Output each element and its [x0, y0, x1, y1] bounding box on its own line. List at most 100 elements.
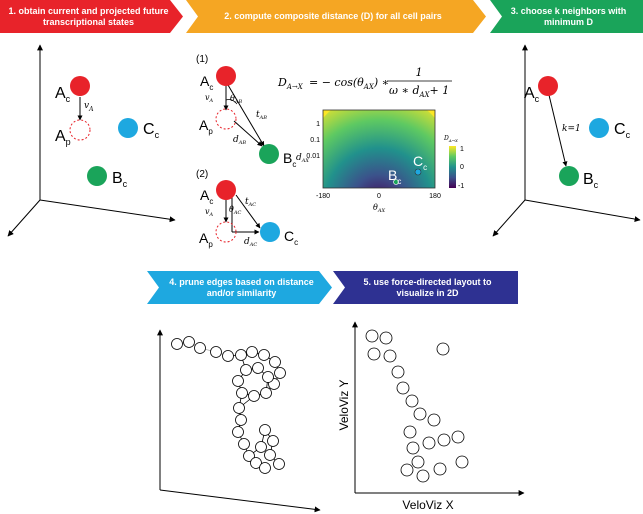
case1-cell-a-projected	[215, 108, 237, 130]
layout-node	[416, 469, 430, 483]
heatmap-point-b	[393, 179, 399, 185]
case2-label-t: tAC	[245, 197, 256, 208]
graph-node	[248, 390, 260, 402]
layout-node	[365, 329, 379, 343]
layout-node	[411, 455, 425, 469]
case2-label-velocity: vA	[205, 207, 214, 218]
step-3-text: 3. choose k neighbors with minimum D	[510, 5, 627, 27]
composite-distance-formula: DA→X = − cos(θAX) ∗ 1 ω ∗ dAX+ 1	[277, 66, 452, 99]
axis-x-1	[39, 199, 176, 223]
graph-node	[250, 457, 262, 469]
formula-lhs: DA→X	[277, 76, 304, 91]
label-velocity-1: vA	[84, 101, 94, 113]
heatmap-ylabel: dAX	[296, 153, 309, 164]
panel3-cell-b	[559, 166, 579, 186]
graph-node	[171, 338, 183, 350]
axis-z-1	[7, 199, 41, 237]
case-1-label: (1)	[196, 54, 208, 65]
graph-node	[273, 458, 285, 470]
transition-arrow-ac	[235, 194, 261, 229]
layout-node	[406, 441, 420, 455]
case-2-label: (2)	[196, 169, 208, 180]
graph-node	[240, 364, 252, 376]
case2-label-theta: θAC	[229, 205, 241, 216]
step-1-banner: 1. obtain current and projected future t…	[0, 0, 183, 33]
step-4-text: 4. prune edges based on distance and/or …	[169, 276, 314, 298]
case2-cell-c	[260, 222, 280, 242]
step-5-text: 5. use force-directed layout to visualiz…	[363, 276, 492, 298]
layout-nodes	[365, 329, 469, 483]
graph-node	[274, 367, 286, 379]
case2-label-a-projected: Ap	[199, 230, 213, 249]
case1-label-b: Bc	[283, 150, 296, 169]
distance-heatmap: Bc Cc 1 0.1 0.01 -180 0 180 θAX dAX DA→X…	[296, 109, 464, 214]
step-2-text: 2. compute composite distance (D) for al…	[224, 11, 442, 21]
heatmap-point-c	[414, 168, 422, 176]
layout-node	[367, 347, 381, 361]
heatmap-xtick-2: 180	[429, 193, 441, 200]
graph-node	[243, 450, 255, 462]
step-2-banner: 2. compute composite distance (D) for al…	[186, 0, 486, 33]
formula-middle: = − cos(θAX) ∗	[309, 76, 389, 91]
step-5-banner: 5. use force-directed layout to visualiz…	[333, 271, 518, 304]
heatmap-ytick-2: 0.01	[306, 153, 320, 160]
distance-arrow-ab	[233, 120, 263, 147]
colorbar-title: DA→X	[443, 135, 458, 143]
colorbar-tick-2: -1	[458, 183, 464, 190]
step-1-text: 1. obtain current and projected future t…	[8, 5, 169, 27]
axis-z-3	[492, 199, 526, 237]
panel3-label-c: Cc	[614, 121, 631, 140]
graph-node	[252, 362, 264, 374]
label-a-projected: Ap	[55, 128, 71, 147]
case1-label-d: dAB	[233, 135, 246, 146]
graph-node	[238, 438, 250, 450]
graph-node	[183, 336, 195, 348]
graph-node	[235, 349, 247, 361]
layout-node	[413, 407, 427, 421]
layout-node	[400, 463, 414, 477]
layout-node	[437, 433, 451, 447]
k-label: k=1	[562, 124, 581, 134]
heatmap-frame	[322, 109, 436, 189]
layout-xlabel: VeloViz X	[402, 498, 453, 512]
colorbar-tick-0: 1	[460, 146, 464, 153]
axis-x-4	[159, 489, 321, 513]
panel3-cell-a	[538, 76, 558, 96]
panel-5: VeloViz X VeloViz Y	[337, 321, 525, 512]
cell-a-current	[70, 76, 90, 96]
case2-cell-a-projected	[215, 221, 237, 243]
label-b: Bc	[112, 170, 128, 189]
cell-b	[87, 166, 107, 186]
graph-node	[246, 346, 258, 358]
case2-label-c: Cc	[284, 228, 298, 247]
graph-nodes	[171, 336, 286, 474]
heatmap-xtick-0: -180	[316, 193, 330, 200]
layout-node	[436, 342, 450, 356]
layout-node	[405, 394, 419, 408]
panel-3: Ac Cc Bc k=1	[492, 44, 641, 237]
cell-c	[118, 118, 138, 138]
graph-node	[194, 342, 206, 354]
graph-node	[255, 441, 267, 453]
heatmap-gradient	[323, 110, 435, 188]
layout-node	[403, 425, 417, 439]
colorbar	[449, 146, 456, 188]
layout-node	[451, 430, 465, 444]
case1-label-theta: θAB	[230, 94, 242, 105]
case2-label-d: dAC	[244, 237, 257, 248]
layout-node	[396, 381, 410, 395]
case1-cell-b	[259, 144, 279, 164]
graph-node	[260, 387, 272, 399]
heatmap-xlabel: θAX	[373, 203, 385, 214]
heatmap-ytick-1: 0.1	[310, 137, 320, 144]
formula-numerator: 1	[416, 66, 423, 79]
graph-node	[232, 375, 244, 387]
label-c: Cc	[143, 121, 160, 140]
panel3-cell-c	[589, 118, 609, 138]
step-4-banner: 4. prune edges based on distance and/or …	[147, 271, 332, 304]
graph-node	[232, 426, 244, 438]
case1-cell-a-current	[216, 66, 236, 86]
layout-node	[379, 331, 393, 345]
heatmap-ytick-0: 1	[316, 121, 320, 128]
